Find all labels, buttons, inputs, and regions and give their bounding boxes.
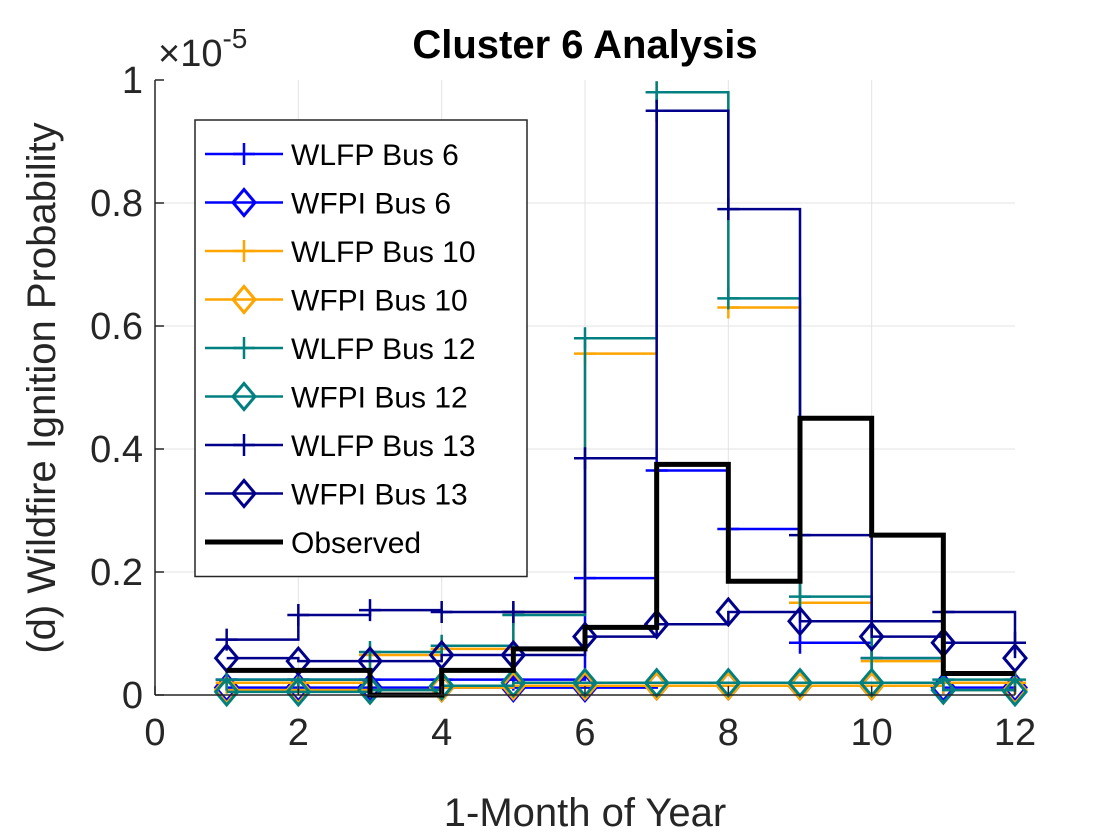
series-wfpi-bus-10-marker xyxy=(787,670,813,702)
series-wfpi-bus-10-marker xyxy=(643,670,670,702)
x-tick-label: 8 xyxy=(718,712,739,754)
legend-item-wlfp-bus-13-label: WLFP Bus 13 xyxy=(291,430,476,463)
y-exponent-base: ×10 xyxy=(158,33,222,75)
legend: WLFP Bus 6 WFPI Bus 6 WLFP Bus 10 WFPI Bus … xyxy=(194,119,528,578)
series-wlfp-bus-13-marker xyxy=(430,600,453,623)
legend-item-observed: Observed xyxy=(205,527,421,560)
series-layer xyxy=(213,81,1028,708)
series-wfpi-bus-12-marker xyxy=(1002,676,1028,708)
x-tick-label: 2 xyxy=(288,712,309,754)
series-wlfp-bus-12-marker xyxy=(430,634,453,657)
legend-item-wlfp-bus-12-label: WLFP Bus 12 xyxy=(291,333,476,366)
legend-item-wlfp-bus-6-label: WLFP Bus 6 xyxy=(291,139,459,172)
legend-item-wfpi-bus-10-marker xyxy=(231,284,257,315)
series-wlfp-bus-13-marker xyxy=(502,600,525,623)
series-wfpi-bus-13-marker xyxy=(285,645,312,677)
series-wlfp-bus-12-marker xyxy=(574,327,596,350)
legend-item-wfpi-bus-13-label: WFPI Bus 13 xyxy=(291,479,468,512)
series-wlfp-bus-12-marker xyxy=(645,81,668,104)
legend-item-wlfp-bus-10-label: WLFP Bus 10 xyxy=(291,236,476,269)
series-wlfp-bus-12-marker xyxy=(717,287,740,310)
series-wfpi-bus-12-marker xyxy=(930,674,957,706)
x-tick-label: 4 xyxy=(431,712,452,754)
legend-item-wfpi-bus-13-marker xyxy=(231,478,257,509)
legend-item-wlfp-bus-13-marker xyxy=(233,434,255,456)
y-tick-label: 0.2 xyxy=(90,552,143,594)
series-wfpi-bus-10-marker xyxy=(858,670,885,702)
y-exponent-power: -5 xyxy=(222,23,247,54)
legend-item-wfpi-bus-12-marker xyxy=(231,381,257,412)
series-wfpi-bus-13-marker xyxy=(643,608,670,640)
series-wfpi-bus-10-marker xyxy=(715,670,742,702)
legend-item-observed-label: Observed xyxy=(291,527,421,560)
tick-labels: 0 2 4 6 8 10 12 0 0.2 0.4 0.6 0.8 1 xyxy=(90,60,1036,754)
legend-item-wlfp-bus-12-marker xyxy=(233,337,255,359)
axes xyxy=(154,79,1016,696)
legend-item-wfpi-bus-13: WFPI Bus 13 xyxy=(205,478,468,512)
series-wlfp-bus-13-marker xyxy=(574,447,596,470)
x-tick-label: 0 xyxy=(144,712,165,754)
series-wfpi-bus-10-marker xyxy=(572,670,598,702)
y-tick-label: 0.6 xyxy=(90,306,143,348)
legend-item-wfpi-bus-10: WFPI Bus 10 xyxy=(205,284,468,318)
series-wfpi-bus-13-marker xyxy=(715,596,742,628)
chart-title: Cluster 6 Analysis xyxy=(412,23,757,67)
x-axis-title: 1-Month of Year xyxy=(444,791,726,835)
legend-item-wfpi-bus-6-label: WFPI Bus 6 xyxy=(291,188,451,221)
legend-item-wfpi-bus-10-label: WFPI Bus 10 xyxy=(291,285,468,318)
legend-item-wfpi-bus-6-marker xyxy=(231,187,257,218)
legend-item-wlfp-bus-6: WLFP Bus 6 xyxy=(205,139,459,172)
legend-item-wlfp-bus-6-marker xyxy=(233,143,255,165)
series-wfpi-bus-12-marker xyxy=(285,676,312,708)
y-tick-label: 0.8 xyxy=(90,183,143,225)
series-wfpi-bus-12-marker xyxy=(357,674,383,706)
legend-item-wfpi-bus-6: WFPI Bus 6 xyxy=(205,187,451,221)
y-tick-label: 0 xyxy=(122,675,143,717)
x-tick-label: 10 xyxy=(851,712,893,754)
series-wlfp-bus-12-marker xyxy=(359,640,381,663)
legend-item-wfpi-bus-12: WFPI Bus 12 xyxy=(205,381,468,415)
y-axis-exponent: ×10-5 xyxy=(158,23,247,75)
x-tick-label: 12 xyxy=(994,712,1036,754)
y-tick-label: 1 xyxy=(122,60,143,102)
series-wfpi-bus-13-marker xyxy=(858,621,885,652)
series-wlfp-bus-13-marker xyxy=(287,604,310,627)
series-wfpi-bus-10-marker xyxy=(500,670,527,702)
x-tick-label: 6 xyxy=(574,712,595,754)
series-wfpi-bus-12-marker xyxy=(428,670,455,702)
series-wfpi-bus-13-marker xyxy=(787,605,813,637)
y-tick-label: 0.4 xyxy=(90,429,143,471)
legend-item-wlfp-bus-12: WLFP Bus 12 xyxy=(205,333,476,366)
legend-item-wlfp-bus-10-marker xyxy=(233,240,255,262)
series-wlfp-bus-13-marker xyxy=(645,99,668,122)
legend-item-wlfp-bus-13: WLFP Bus 13 xyxy=(205,430,476,463)
series-wlfp-bus-12-marker xyxy=(789,585,811,608)
series-wlfp-bus-13-marker xyxy=(717,198,740,221)
series-wfpi-bus-12-marker xyxy=(213,676,240,708)
legend-item-wfpi-bus-12-label: WFPI Bus 12 xyxy=(291,382,468,415)
series-wlfp-bus-13-marker xyxy=(359,599,381,622)
legend-item-wlfp-bus-10: WLFP Bus 10 xyxy=(205,236,476,269)
y-axis-title: (d) Wildfire Ignition Probability xyxy=(20,122,64,653)
